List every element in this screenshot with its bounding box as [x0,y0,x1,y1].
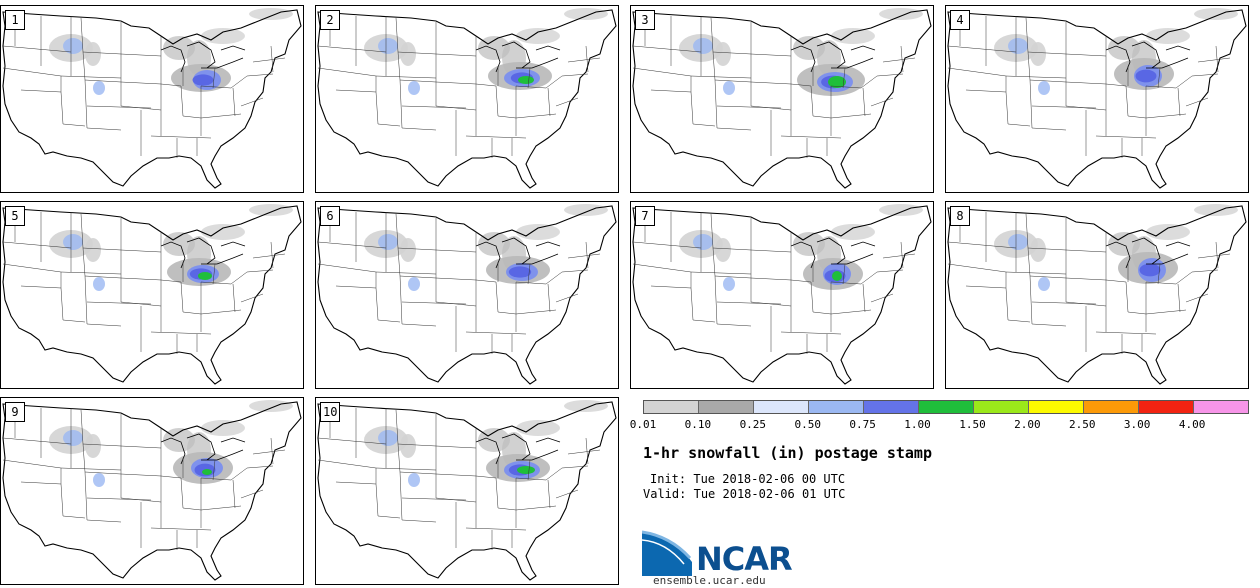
conus-map [2,8,302,189]
member-number: 9 [5,402,25,422]
valid-value: Tue 2018-02-06 01 UTC [693,487,846,501]
member-panel: 1 [0,5,304,193]
valid-time: Valid: Tue 2018-02-06 01 UTC [643,487,845,501]
figure-title: 1-hr snowfall (in) postage stamp [643,444,932,462]
member-number: 5 [5,206,25,226]
colorbar-ticks: 0.01 0.10 0.25 0.50 0.75 1.00 1.50 2.00 2.50 3.00… [630,418,1247,432]
colorbar-tick-label: 0.50 [794,418,821,431]
conus-map [632,204,932,385]
member-panel: 3 [630,5,934,193]
ncar-logo-text: NCAR [696,540,793,578]
colorbar-tick-label: 0.25 [739,418,767,431]
member-panel: 9 [0,397,304,585]
member-number: 2 [320,10,340,30]
colorbar-swatch [754,401,809,413]
member-panel: 8 [945,201,1249,389]
init-time: Init: Tue 2018-02-06 00 UTC [650,472,845,486]
colorbar-swatch [1194,401,1248,413]
valid-label: Valid: [643,487,687,501]
member-panel: 4 [945,5,1249,193]
colorbar-tick-label: 0.75 [849,418,876,431]
colorbar [643,400,1249,414]
conus-map [2,400,302,581]
member-number: 7 [635,206,655,226]
colorbar-swatch [1084,401,1139,413]
colorbar-swatch [1139,401,1194,413]
member-number: 8 [950,206,970,226]
member-number: 3 [635,10,655,30]
colorbar-tick-label: 0.01 [629,418,657,431]
conus-map [947,8,1247,189]
conus-map [317,8,617,189]
conus-map [2,204,302,385]
member-panel: 2 [315,5,619,193]
colorbar-tick-label: 2.50 [1069,418,1096,431]
colorbar-tick-label: 4.00 [1178,418,1206,431]
member-number: 4 [950,10,970,30]
member-number: 1 [5,10,25,30]
colorbar-swatch [864,401,919,413]
member-panel: 7 [630,201,934,389]
conus-map [632,8,932,189]
member-panel: 6 [315,201,619,389]
colorbar-swatch [644,401,699,413]
member-panel: 5 [0,201,304,389]
colorbar-swatch [919,401,974,413]
site-url: ensemble.ucar.edu [653,574,766,587]
init-label: Init: [650,472,687,486]
colorbar-tick-label: 0.10 [684,418,712,431]
colorbar-tick-label: 3.00 [1123,418,1151,431]
colorbar-swatch [1029,401,1084,413]
colorbar-swatch [809,401,864,413]
member-panel: 10 [315,397,619,585]
init-value: Tue 2018-02-06 00 UTC [693,472,846,486]
conus-map [317,204,617,385]
colorbar-tick-label: 1.50 [959,418,986,431]
colorbar-tick-label: 1.00 [904,418,931,431]
conus-map [947,204,1247,385]
member-number: 10 [320,402,341,422]
colorbar-swatch [699,401,754,413]
member-number: 6 [320,206,340,226]
colorbar-tick-label: 2.00 [1014,418,1041,431]
colorbar-swatch [974,401,1029,413]
ncar-logo-icon [642,530,692,576]
conus-map [317,400,617,581]
